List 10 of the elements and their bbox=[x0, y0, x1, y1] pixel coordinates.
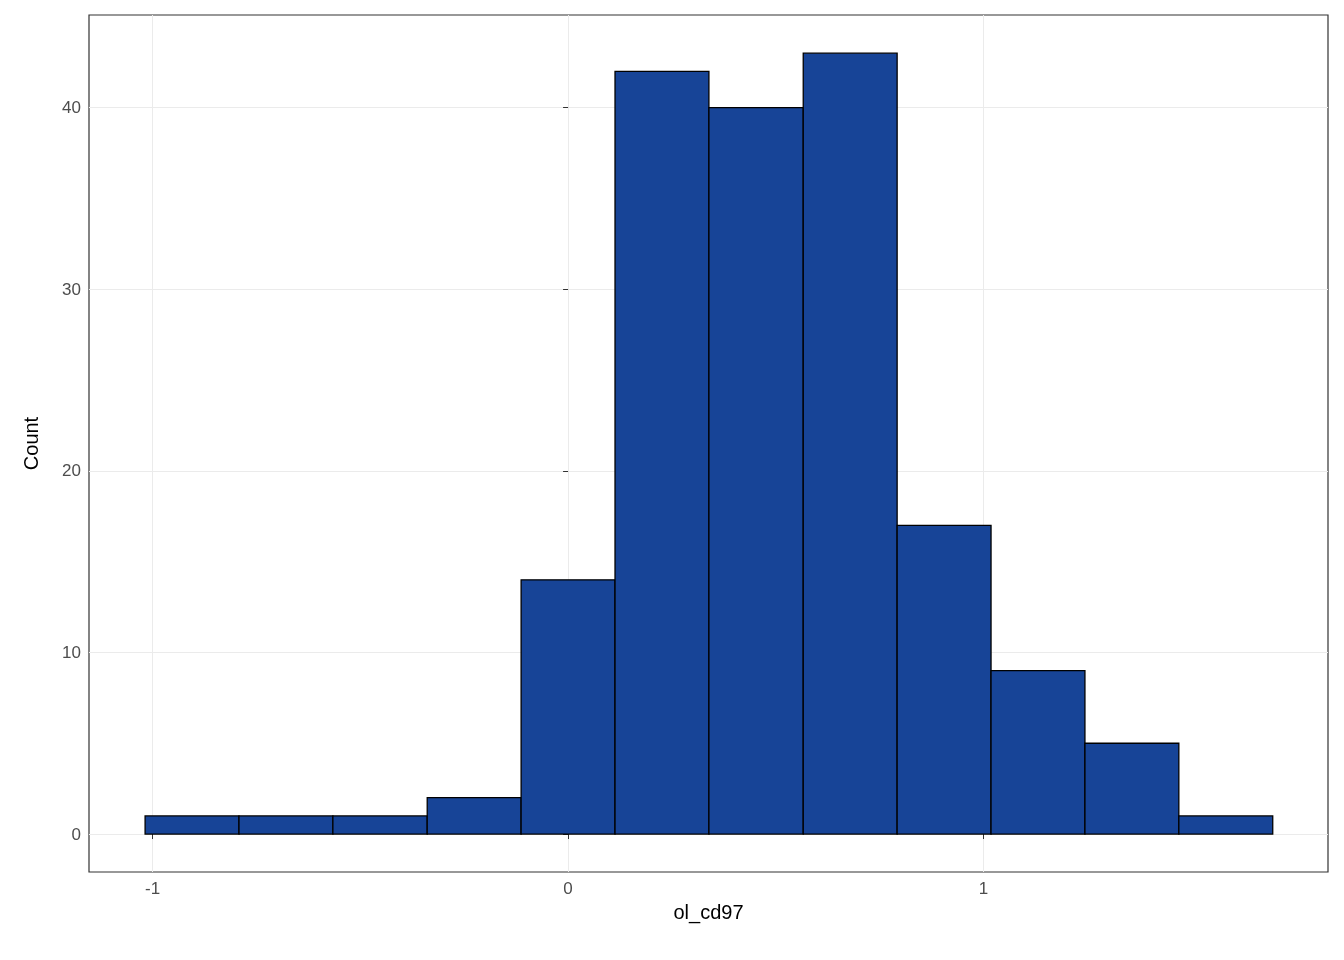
y-tick-label: 10 bbox=[62, 642, 81, 662]
x-tick-label: 0 bbox=[563, 879, 573, 898]
y-axis-title: Count bbox=[20, 416, 42, 471]
x-tick-label: -1 bbox=[145, 879, 161, 898]
x-axis-title: ol_cd97 bbox=[673, 900, 744, 924]
y-tick-label: 20 bbox=[62, 461, 81, 481]
x-tick-label: 1 bbox=[978, 879, 989, 898]
y-tick-label: 30 bbox=[62, 279, 81, 299]
y-tick-label: 0 bbox=[71, 824, 81, 844]
y-tick-label: 40 bbox=[62, 98, 81, 118]
